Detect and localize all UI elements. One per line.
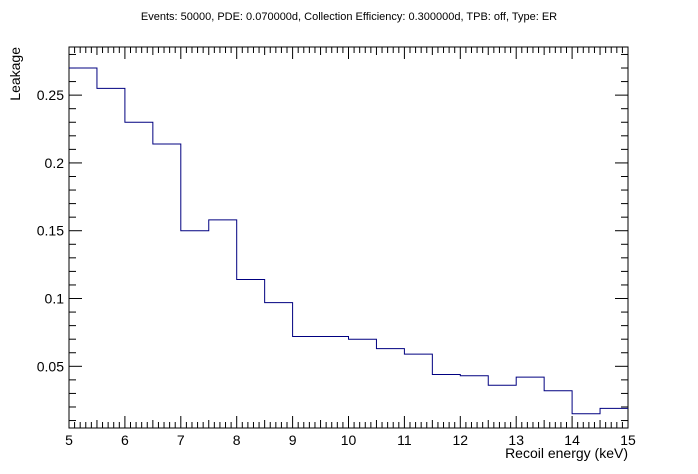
x-tick-label: 9: [289, 432, 297, 448]
y-tick-label: 0.25: [37, 87, 64, 103]
plot-area: 5 6 7 8 9 10 11 12 13 14 15 0.05 0.1 0.15 0.2 0.25: [37, 46, 636, 448]
y-tick-label: 0.1: [45, 291, 65, 307]
x-tick-label: 11: [397, 432, 412, 448]
x-axis-title: Recoil energy (keV): [505, 445, 628, 461]
y-tick-label: 0.2: [45, 155, 65, 171]
y-axis-title: Leakage: [7, 47, 23, 101]
plot-frame: [68, 46, 629, 429]
x-tick-label: 6: [121, 432, 129, 448]
x-tick-label: 5: [65, 432, 73, 448]
x-tick-label: 14: [564, 432, 580, 448]
x-tick-label: 10: [341, 432, 357, 448]
x-tick-label: 13: [508, 432, 524, 448]
x-tick-label: 8: [233, 432, 241, 448]
x-tick-label: 15: [620, 432, 636, 448]
chart-title: Events: 50000, PDE: 0.070000d, Collectio…: [141, 11, 557, 23]
y-tick-label: 0.15: [37, 223, 64, 239]
y-tick-label: 0.05: [37, 358, 64, 374]
histogram-series-line: [69, 67, 628, 415]
x-tick-label: 7: [177, 432, 185, 448]
x-tick-label: 12: [453, 432, 469, 448]
